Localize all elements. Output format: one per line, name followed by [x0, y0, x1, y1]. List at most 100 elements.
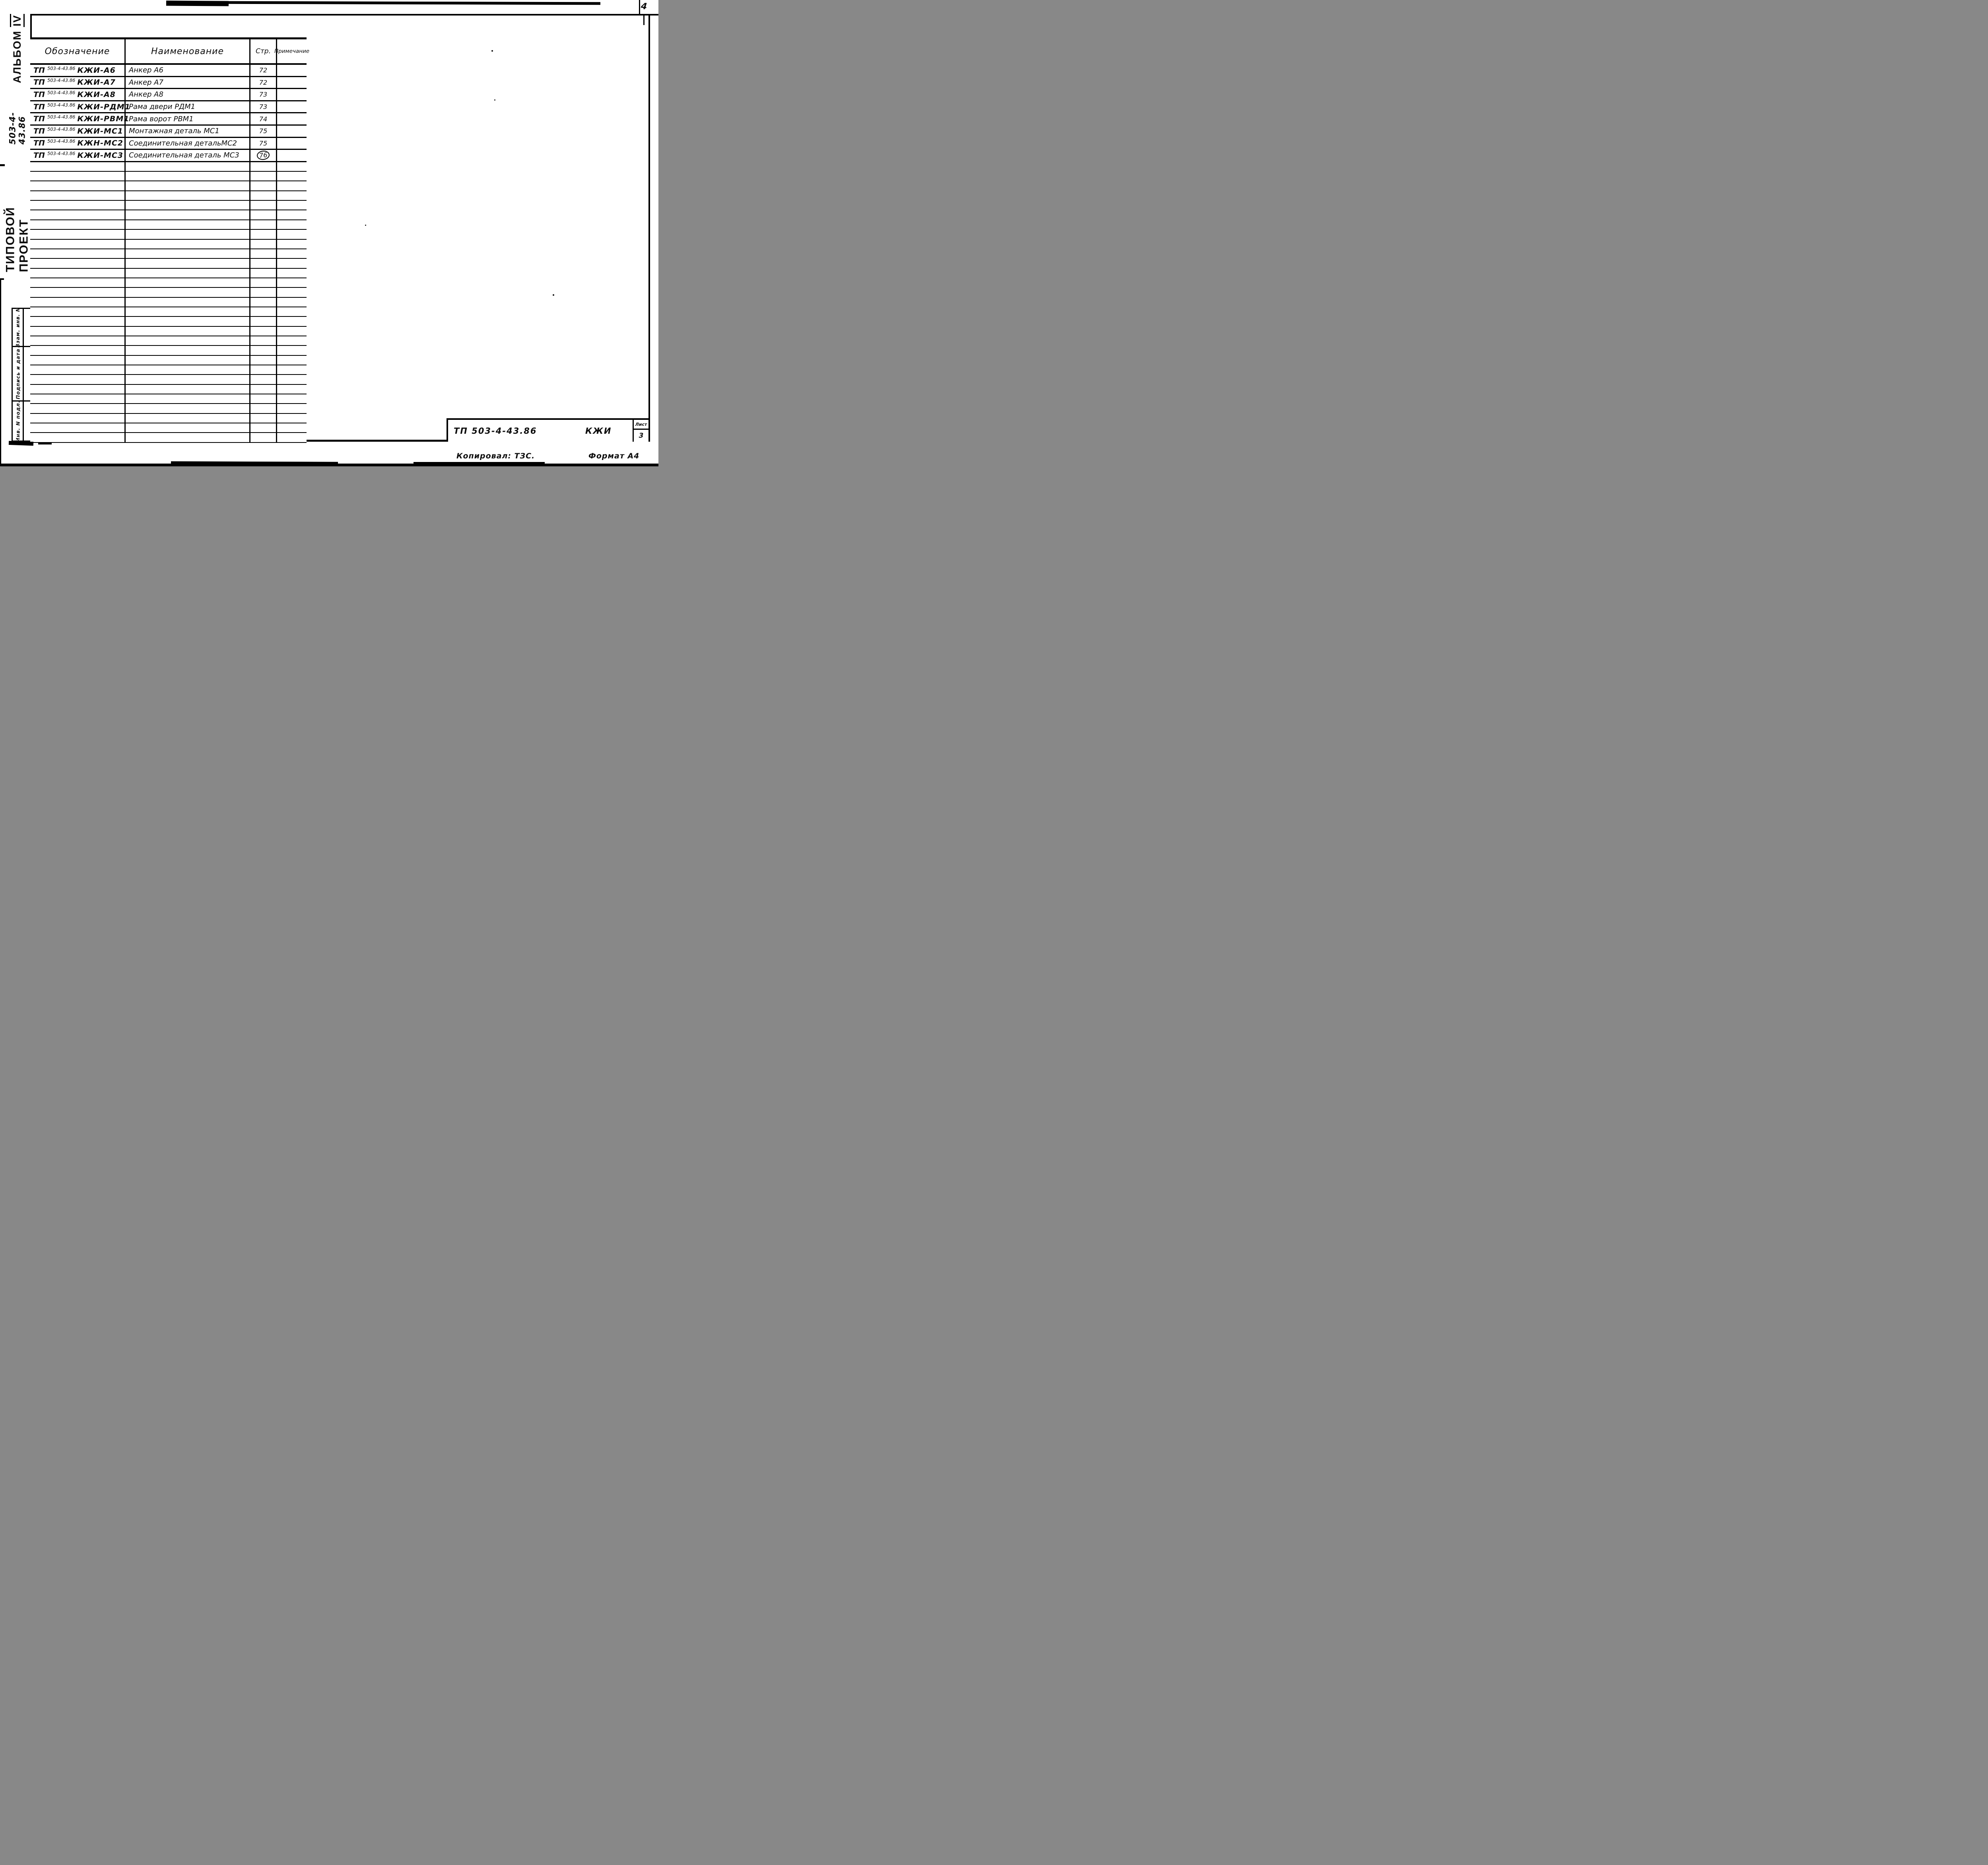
- table-empty-row: [30, 317, 307, 327]
- table-empty-row: [30, 433, 307, 443]
- designation-code: 503-4-43.86: [47, 89, 76, 95]
- designation-prefix: ТП: [33, 66, 45, 75]
- scan-artifact-bottom-blob: [414, 462, 545, 464]
- name-cell: Анкер А8: [126, 89, 250, 100]
- stamp-subcell: [13, 402, 24, 441]
- title-block: ТП 503-4-43.86 КЖИ Лист 3: [447, 418, 650, 442]
- table-row: ТП 503-4-43.86 КЖИ-РВМ1 Рама ворот РВМ1 74: [30, 113, 307, 126]
- stamp-cell-podpis: Подпись и дата: [13, 347, 30, 402]
- scan-artifact-corner-blob: [38, 442, 52, 444]
- title-block-mark: КЖИ: [585, 426, 612, 436]
- note-cell: [277, 65, 307, 76]
- page-cell: 72: [250, 65, 277, 76]
- header-designation: Обозначение: [30, 39, 126, 63]
- designation-mark: КЖИ-МС1: [77, 126, 124, 136]
- table-empty-row: [30, 172, 307, 182]
- table-empty-row: [30, 249, 307, 259]
- table-row: ТП 503-4-43.86 КЖИ-А7 Анкер А7 72: [30, 77, 307, 89]
- stamp-label: Инв. N подл.: [15, 400, 21, 442]
- designation-code: 503-4-43.86: [47, 126, 76, 132]
- table-empty-row: [30, 346, 307, 356]
- designation-code: 503-4-43.86: [47, 65, 76, 71]
- corner-page-number: 4: [640, 1, 648, 12]
- page-cell: 72: [250, 77, 277, 88]
- designation-cell: ТП 503-4-43.86 КЖИ-РВМ1: [30, 113, 130, 124]
- note-cell: [277, 89, 307, 100]
- scanned-document-page: 4 ТИПОВОЙ ПРОЕКТ 503-4-43.86 АЛЬБОМ IV В…: [0, 0, 658, 466]
- designation-code: 503-4-43.86: [47, 78, 76, 83]
- designation-code: 503-4-43.86: [47, 102, 76, 108]
- designation-prefix: ТП: [33, 151, 45, 160]
- name-cell: Соединительная детальМС2: [126, 138, 250, 149]
- designation-cell: ТП 503-4-43.86 КЖИ-МС3: [30, 150, 126, 161]
- designation-cell: ТП 503-4-43.86 КЖИ-А6: [30, 65, 126, 76]
- stamp-column: Взам. инв. N Подпись и дата Инв. N подл.: [12, 307, 30, 442]
- name-cell: Рама ворот РВМ1: [126, 113, 250, 124]
- table-empty-row: [30, 210, 307, 220]
- table-empty-row: [30, 201, 307, 211]
- side-title-album: АЛЬБОМ IV: [9, 14, 25, 83]
- designation-mark: КЖИ-РВМ1: [77, 115, 130, 124]
- page-number: 76: [256, 150, 270, 161]
- table-empty-row: [30, 375, 307, 385]
- ink-speck: [553, 294, 554, 296]
- table-empty-row: [30, 268, 307, 278]
- page-cell: 74: [250, 113, 277, 124]
- table-row: ТП 503-4-43.86 КЖИ-А8 Анкер А8 73: [30, 89, 307, 101]
- ink-speck: [365, 225, 366, 226]
- stamp-cell-inv: Инв. N подл.: [13, 400, 30, 442]
- table-header-row: Обозначение Наименование Стр. Примечание: [30, 39, 309, 65]
- designation-prefix: ТП: [33, 90, 45, 99]
- album-roman-numeral: IV: [10, 14, 25, 27]
- designation-prefix: ТП: [33, 102, 45, 111]
- title-block-document: ТП 503-4-43.86: [454, 426, 537, 436]
- page-cell: 73: [250, 101, 277, 113]
- table-empty-row: [30, 162, 307, 172]
- stamp-subcell: [13, 347, 24, 400]
- page-number: 72: [259, 66, 268, 74]
- table-empty-row: [30, 384, 307, 394]
- page-number: 73: [259, 103, 268, 111]
- note-cell: [277, 113, 307, 124]
- table-row: ТП 503-4-43.86 КЖН-МС2 Соединительная детал…: [30, 138, 307, 150]
- designation-prefix: ТП: [33, 78, 45, 87]
- page-cell: 76: [250, 150, 277, 161]
- designation-cell: ТП 503-4-43.86 КЖИ-А7: [30, 77, 126, 88]
- ink-speck: [494, 99, 495, 101]
- scan-artifact-tick: [0, 278, 4, 280]
- sheet-number: 3: [639, 432, 644, 440]
- table-empty-row: [30, 413, 307, 424]
- designation-mark: КЖИ-А8: [77, 90, 116, 99]
- note-cell: [277, 101, 307, 113]
- designation-code: 503-4-43.86: [47, 138, 76, 144]
- title-block-main: ТП 503-4-43.86 КЖИ: [448, 420, 633, 442]
- header-name: Наименование: [126, 39, 250, 63]
- contents-table: Обозначение Наименование Стр. Примечание…: [30, 37, 309, 443]
- table-empty-row: [30, 259, 307, 269]
- designation-cell: ТП 503-4-43.86 КЖН-МС2: [30, 138, 126, 149]
- note-cell: [277, 126, 307, 137]
- side-title-project-number: 503-4-43.86: [8, 112, 27, 144]
- table-empty-row: [30, 404, 307, 414]
- table-empty-row: [30, 355, 307, 365]
- table-empty-row: [30, 326, 307, 336]
- table-empty-row: [30, 220, 307, 230]
- page-cell: 73: [250, 89, 277, 100]
- name-cell: Монтажная деталь МС1: [126, 125, 250, 137]
- table-empty-row: [30, 239, 307, 249]
- stamp-label: Подпись и дата: [15, 348, 21, 399]
- designation-mark: КЖИ-РДМ1: [77, 102, 130, 111]
- side-title-project-type: ТИПОВОЙ ПРОЕКТ: [4, 206, 30, 272]
- name-cell: Рама двери РДМ1: [126, 101, 250, 113]
- scan-artifact-tick: [0, 164, 5, 166]
- designation-cell: ТП 503-4-43.86 КЖИ-РДМ1: [30, 101, 130, 113]
- designation-code: 503-4-43.86: [47, 150, 76, 156]
- table-empty-row: [30, 297, 307, 307]
- page-number: 74: [259, 115, 268, 123]
- table-empty-row: [30, 423, 307, 433]
- page-cell: 75: [250, 138, 277, 149]
- designation-mark: КЖИ-А7: [77, 78, 116, 87]
- page-number: 73: [259, 91, 268, 99]
- title-block-sheet-cell: Лист 3: [633, 420, 648, 442]
- table-row: ТП 503-4-43.86 КЖИ-РДМ1 Рама двери РДМ1 73: [30, 101, 307, 114]
